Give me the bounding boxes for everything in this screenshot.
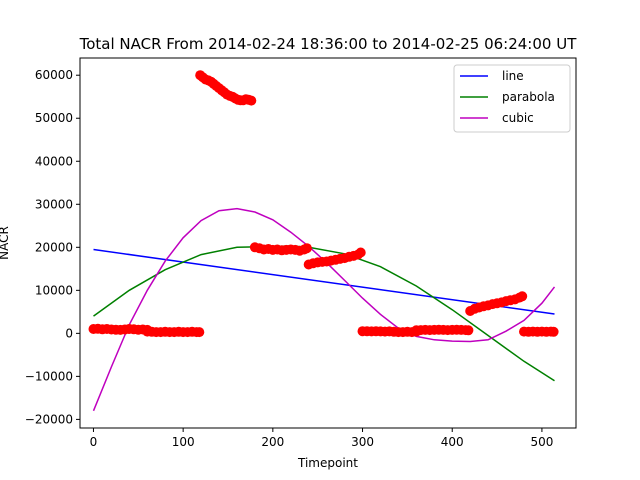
data-point	[548, 326, 559, 337]
legend-box	[453, 64, 571, 133]
x-tick-label: 300	[351, 435, 374, 449]
data-point	[355, 247, 366, 258]
legend-label-line: line	[502, 69, 524, 83]
y-tick-label: 40000	[35, 154, 73, 168]
y-axis-label: NACR	[0, 226, 11, 260]
x-tick-label: 100	[172, 435, 195, 449]
x-axis: 0 100 200 300 400 500	[90, 428, 553, 449]
x-tick-label: 400	[441, 435, 464, 449]
y-tick-label: 10000	[35, 283, 73, 297]
x-tick-label: 500	[530, 435, 553, 449]
plot-area	[79, 57, 577, 429]
plot-frame	[79, 57, 577, 429]
data-point	[246, 95, 257, 106]
y-tick-label: 20000	[35, 240, 73, 254]
legend-label-cubic: cubic	[502, 111, 534, 125]
y-tick-label: 60000	[35, 68, 73, 82]
data-point	[463, 325, 474, 336]
data-point	[194, 327, 205, 338]
chart-title: Total NACR From 2014-02-24 18:36:00 to 2…	[79, 35, 578, 53]
x-tick-label: 0	[90, 435, 98, 449]
y-axis: −20000 −10000 0 10000 20000 30000 40000 50000 60…	[25, 68, 80, 426]
x-axis-label: Timepoint	[297, 456, 358, 470]
legend-label-parabola: parabola	[502, 90, 555, 104]
y-tick-label: 0	[65, 326, 73, 340]
y-tick-label: −10000	[25, 369, 73, 383]
data-point	[517, 291, 528, 302]
points-layer	[88, 70, 559, 338]
y-tick-label: −20000	[25, 412, 73, 426]
x-tick-label: 200	[261, 435, 284, 449]
y-tick-label: 30000	[35, 197, 73, 211]
legend: line parabola cubic	[453, 64, 571, 133]
y-tick-label: 50000	[35, 111, 73, 125]
data-point	[301, 243, 312, 254]
